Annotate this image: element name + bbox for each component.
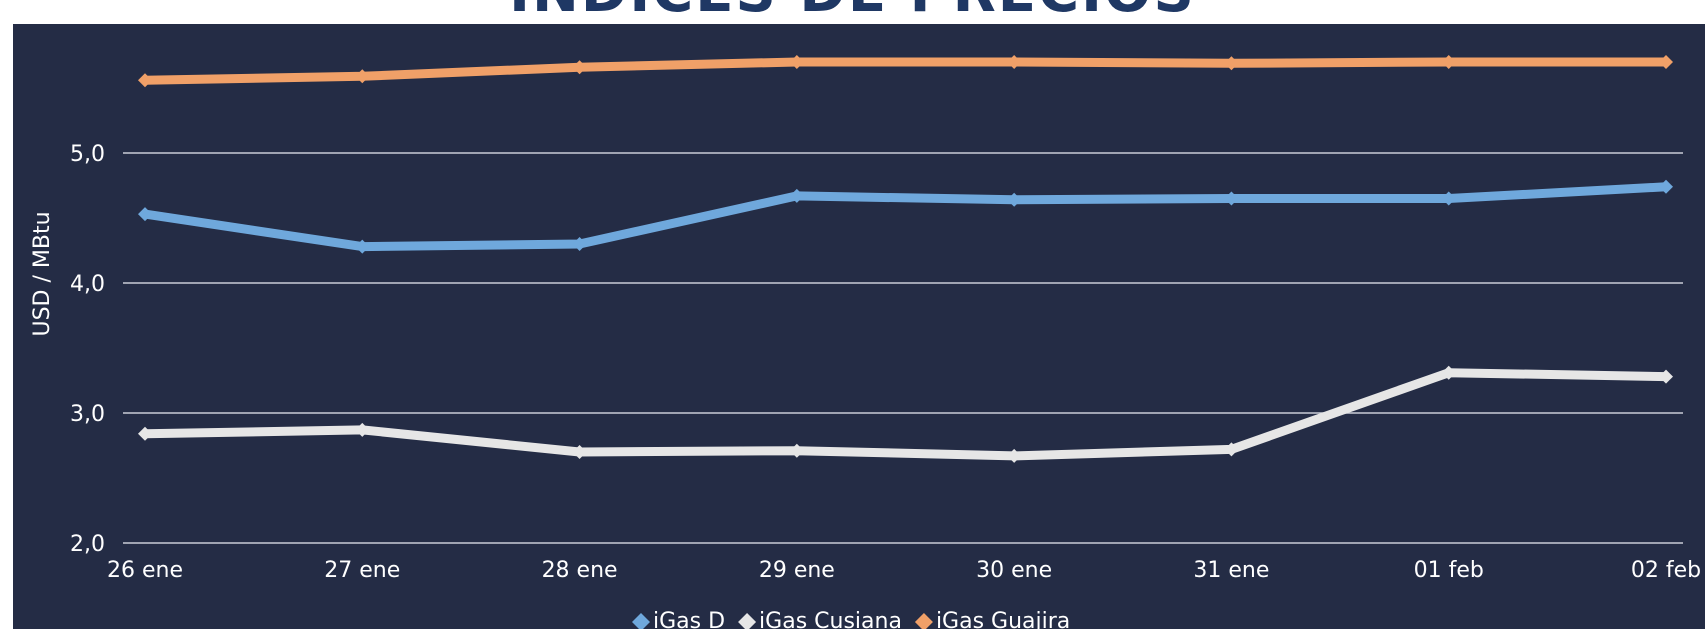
y-axis-label: USD / MBtu bbox=[30, 211, 55, 336]
x-tick-label: 02 feb bbox=[1631, 558, 1701, 583]
data-point-igas-cusiana bbox=[1441, 365, 1456, 380]
y-tick-label: 5,0 bbox=[70, 142, 105, 167]
x-tick-label: 30 ene bbox=[976, 558, 1052, 583]
legend-marker-igas-d bbox=[632, 613, 650, 629]
x-tick-label: 28 ene bbox=[542, 558, 618, 583]
y-tick-labels: 2,0 3,0 4,0 5,0 bbox=[70, 142, 105, 557]
x-tick-label: 29 ene bbox=[759, 558, 835, 583]
data-point-igas-guajira bbox=[1007, 55, 1022, 69]
legend-label-igas-guajira: iGas Guajira bbox=[936, 609, 1070, 629]
data-point-igas-d bbox=[572, 237, 587, 251]
x-tick-label: 01 feb bbox=[1414, 558, 1484, 583]
chart-title: ÍNDICES DE PRECIOS bbox=[0, 0, 1705, 25]
data-point-igas-cusiana bbox=[138, 426, 152, 441]
legend-label-igas-d: iGas D bbox=[653, 609, 725, 629]
x-tick-label: 27 ene bbox=[324, 558, 400, 583]
series-line-igas-cusiana bbox=[140, 368, 1671, 461]
series-line-igas-guajira bbox=[140, 57, 1671, 85]
data-point-igas-guajira bbox=[1441, 55, 1456, 69]
data-point-igas-d bbox=[1441, 191, 1456, 206]
series-line-igas-d bbox=[140, 182, 1671, 252]
data-point-igas-guajira bbox=[355, 69, 370, 84]
y-tick-label: 4,0 bbox=[70, 272, 105, 297]
data-point-igas-guajira bbox=[1659, 55, 1673, 69]
data-point-igas-d bbox=[355, 239, 370, 254]
data-point-igas-d bbox=[789, 188, 804, 203]
data-point-igas-d bbox=[1007, 192, 1022, 207]
legend-label-igas-cusiana: iGas Cusiana bbox=[759, 609, 902, 629]
x-tick-label: 26 ene bbox=[107, 558, 183, 583]
line-chart: 2,0 3,0 4,0 5,0 26 ene 27 ene 28 ene 29 ene 30 … bbox=[30, 55, 1701, 629]
legend-marker-igas-cusiana bbox=[738, 613, 757, 629]
data-point-igas-cusiana bbox=[1007, 448, 1022, 463]
data-point-igas-guajira bbox=[789, 55, 804, 69]
data-point-igas-guajira bbox=[572, 60, 587, 75]
y-tick-label: 3,0 bbox=[70, 402, 105, 427]
data-point-igas-d bbox=[138, 207, 152, 222]
y-tick-label: 2,0 bbox=[70, 532, 105, 557]
data-point-igas-guajira bbox=[1224, 56, 1239, 71]
x-tick-labels: 26 ene 27 ene 28 ene 29 ene 30 ene 31 ene 01 f… bbox=[107, 558, 1701, 583]
x-tick-label: 31 ene bbox=[1193, 558, 1269, 583]
legend: iGas D iGas Cusiana iGas Guajira bbox=[632, 609, 1070, 629]
data-point-igas-guajira bbox=[138, 73, 152, 88]
data-point-igas-cusiana bbox=[1659, 369, 1673, 384]
chart-panel: 2,0 3,0 4,0 5,0 26 ene 27 ene 28 ene 29 ene 30 … bbox=[13, 24, 1705, 629]
data-point-igas-cusiana bbox=[572, 445, 587, 459]
legend-marker-igas-guajira bbox=[914, 613, 933, 629]
data-point-igas-d bbox=[1659, 179, 1673, 194]
data-point-igas-d bbox=[1224, 191, 1239, 206]
gridlines bbox=[123, 152, 1683, 544]
data-point-igas-cusiana bbox=[1224, 442, 1239, 457]
data-point-igas-cusiana bbox=[789, 443, 804, 458]
data-point-igas-cusiana bbox=[355, 422, 370, 437]
series-lines bbox=[138, 55, 1673, 463]
